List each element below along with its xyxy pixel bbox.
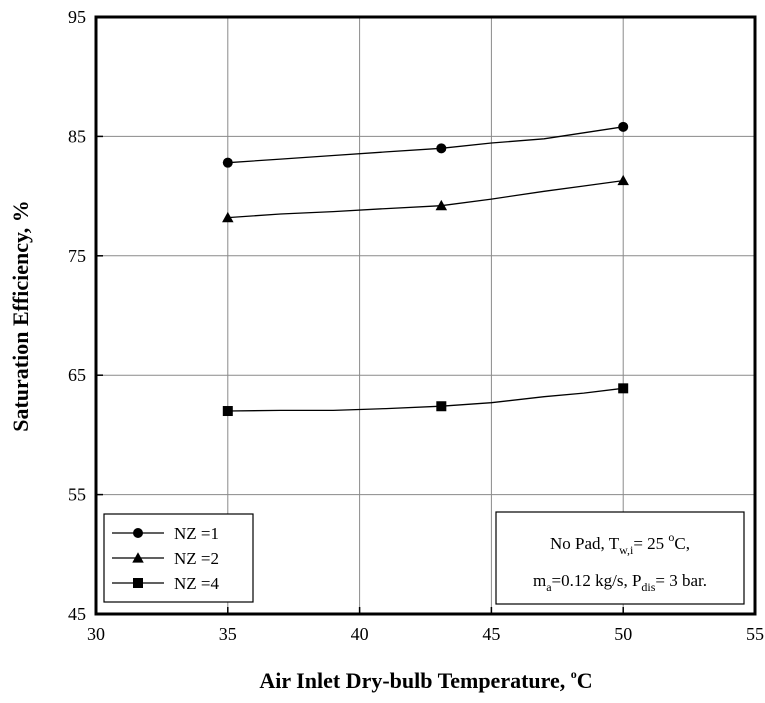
x-tick-label: 40 — [351, 624, 369, 644]
series-line-nz-3 — [227, 387, 624, 412]
legend-marker-circle — [133, 528, 143, 538]
data-point-circle — [618, 121, 629, 132]
data-point-square — [436, 401, 447, 412]
y-tick-label: 65 — [68, 365, 86, 385]
legend-marker-triangle — [132, 552, 144, 563]
grid-lines — [96, 17, 755, 614]
legend-label: NZ =2 — [174, 549, 219, 568]
annotation-line-1: No Pad, Tw,i= 25 oC, — [550, 530, 690, 557]
x-tick-label: 55 — [746, 624, 764, 644]
legend-marker-square — [133, 578, 143, 588]
data-point-square — [618, 383, 629, 394]
axis-ticks: 30 35 40 45 50 55 45 55 65 75 85 95 — [68, 7, 764, 644]
condition-annotation: No Pad, Tw,i= 25 oC, ma=0.12 kg/s, Pdis=… — [495, 511, 745, 605]
data-point-circle — [222, 157, 233, 168]
y-axis-title: Saturation Efficiency, % — [8, 200, 33, 432]
y-tick-label: 75 — [68, 246, 86, 266]
annotation-line-2: ma=0.12 kg/s, Pdis= 3 bar. — [533, 571, 707, 594]
legend-label: NZ =4 — [174, 574, 219, 593]
y-tick-label: 95 — [68, 7, 86, 27]
x-tick-label: 45 — [482, 624, 500, 644]
data-point-triangle — [222, 211, 234, 223]
legend-label: NZ =1 — [174, 524, 219, 543]
data-point-triangle — [435, 199, 448, 211]
data-point-circle — [436, 143, 447, 154]
y-tick-label: 55 — [68, 485, 86, 505]
x-axis-title: Air Inlet Dry-bulb Temperature, oC — [259, 667, 592, 693]
series-line-nz-1 — [227, 126, 624, 164]
series-lines — [227, 126, 624, 412]
series-line-nz-2 — [227, 179, 624, 219]
data-point-triangle — [617, 174, 629, 186]
x-tick-label: 50 — [614, 624, 632, 644]
annotation-box — [495, 511, 745, 605]
data-point-square — [222, 406, 233, 417]
y-tick-label: 45 — [68, 604, 86, 624]
x-tick-label: 35 — [219, 624, 237, 644]
plot-frame — [94, 15, 757, 616]
series-markers — [222, 121, 629, 417]
x-tick-label: 30 — [87, 624, 105, 644]
legend: NZ =1 NZ =2 NZ =4 — [103, 513, 254, 603]
y-tick-label: 85 — [68, 126, 86, 146]
